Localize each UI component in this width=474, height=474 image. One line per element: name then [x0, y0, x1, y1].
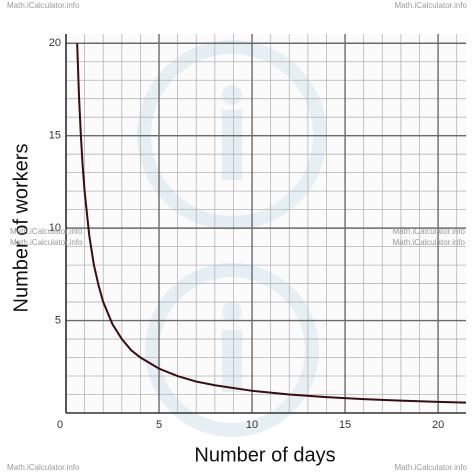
y-tick-label: 10	[49, 222, 61, 234]
watermark: Math.iCalculator.info	[7, 1, 80, 10]
watermark: Math.iCalculator.info	[393, 238, 466, 247]
x-tick-label: 0	[57, 419, 63, 431]
watermark: Math.iCalculator.info	[10, 238, 83, 247]
watermark: Math.iCalculator.info	[395, 1, 468, 10]
watermark: Math.iCalculator.info	[10, 227, 83, 236]
y-tick-label: 20	[49, 37, 61, 49]
x-tick-label: 10	[246, 419, 258, 431]
x-tick-label: 20	[432, 419, 444, 431]
watermark: Math.iCalculator.info	[395, 463, 468, 472]
y-tick-label: 15	[49, 130, 61, 142]
y-axis-label: Number of workers	[10, 144, 32, 313]
x-tick-label: 15	[339, 419, 351, 431]
y-tick-label: 5	[55, 314, 61, 326]
x-tick-label: 5	[156, 419, 162, 431]
watermark: Math.iCalculator.info	[7, 463, 80, 472]
watermark: Math.iCalculator.info	[393, 227, 466, 236]
curve	[76, 43, 467, 404]
x-axis-label: Number of days	[194, 444, 335, 466]
